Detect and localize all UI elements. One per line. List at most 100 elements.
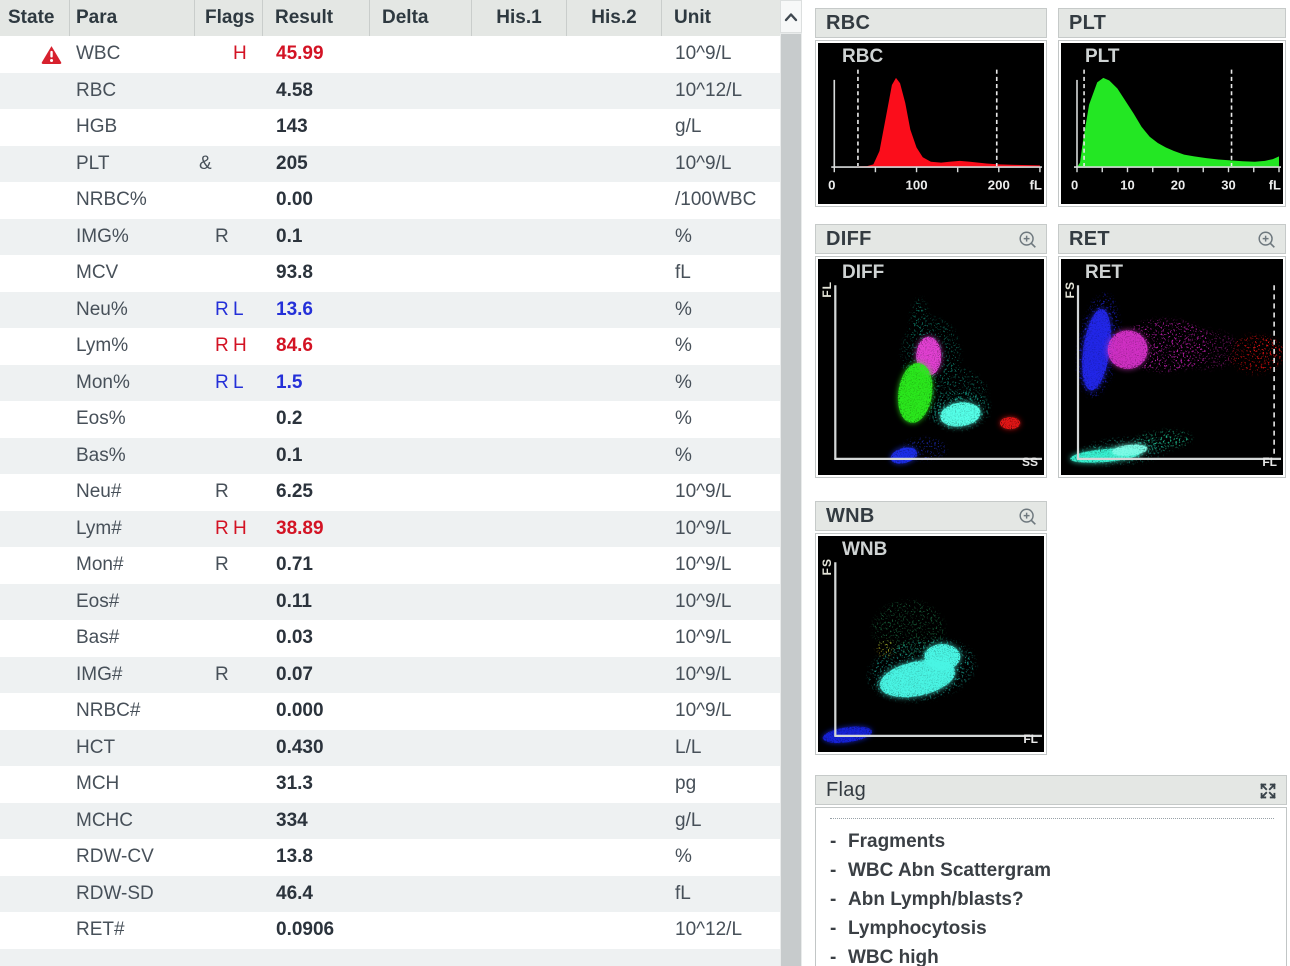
delta-cell [370,693,472,730]
flag-r: R [215,554,229,576]
table-row[interactable]: Neu% R L 13.6% [0,291,780,329]
table-row[interactable]: Lym# R H 38.89 10^9/L [0,510,780,548]
zoom-in-icon[interactable] [1017,506,1039,528]
delta-cell [370,474,472,511]
his1-cell [472,730,567,767]
flag-item-text: Abn Lymph/blasts? [848,889,1024,910]
unit-cell: 10^9/L [675,590,732,612]
state-cell [0,255,70,292]
his1-cell [472,146,567,183]
result-cell: 0.430 [276,736,324,758]
table-row[interactable]: Bas# 0.03 10^9/L [0,620,780,657]
unit-cell: L/L [675,736,702,758]
para-cell: RDW-CV [76,846,154,868]
flag-item-text: Fragments [848,831,946,852]
table-row[interactable]: IMG% R 0.1% [0,218,780,255]
table-row[interactable]: Eos# 0.11 10^9/L [0,583,780,621]
ret-panel: RET RET FS FL [1058,224,1286,478]
result-cell: 13.8 [276,846,313,868]
state-cell [0,328,70,365]
zoom-in-icon[interactable] [1256,229,1278,251]
delta-cell [370,365,472,402]
flags-cell [195,182,263,219]
his1-cell [472,693,567,730]
table-row[interactable]: Mon# R 0.71 10^9/L [0,547,780,584]
unit-cell: % [675,298,692,320]
table-row[interactable]: HGB 143 g/L [0,109,780,146]
col-header-para: Para [70,0,195,36]
table-row[interactable]: NRBC% 0.00/100WBC [0,182,780,219]
flag-panel: Flag - Fragments - WBC Abn Scattergram - Abn … [815,775,1287,966]
table-row[interactable]: RDW-CV 13.8% [0,839,780,876]
flag-r: R [215,663,229,685]
grid-body: WBC H 45.99 10^9/L RBC 4.58 10^12/L HGB 143 g/L PL… [0,36,780,966]
his1-cell [472,474,567,511]
his2-cell [567,730,662,767]
para-cell: Lym% [76,335,129,357]
para-cell: MCH [76,773,120,795]
diff-panel-title: DIFF [826,227,872,250]
plt-histogram: 0 10 20 30 fL PLT [1058,40,1286,207]
his2-cell [567,766,662,803]
state-cell [0,730,70,767]
his2-cell [567,693,662,730]
rbc-panel-header: RBC [815,8,1047,38]
his2-cell [567,36,662,73]
svg-text:fL: fL [1029,178,1041,193]
his1-cell [472,657,567,694]
table-row[interactable]: Neu# R 6.25 10^9/L [0,474,780,511]
table-row[interactable]: Lym% R H 84.6% [0,328,780,365]
zoom-in-icon[interactable] [1017,229,1039,251]
table-row[interactable]: MCV 93.8 fL [0,255,780,292]
unit-cell: 10^9/L [675,517,732,539]
table-row[interactable]: RET# 0.0906 10^12/L [0,912,780,949]
delta-cell [370,803,472,840]
unit-cell: 10^9/L [675,481,732,503]
table-row[interactable]: RBC 4.58 10^12/L [0,72,780,109]
his2-cell [567,547,662,584]
result-cell: 38.89 [276,517,324,539]
table-row[interactable]: Eos% 0.2% [0,401,780,438]
his1-cell [472,620,567,657]
table-row[interactable]: NRBC# 0.000 10^9/L [0,693,780,730]
diff-panel: DIFF DIFF FL SS [815,224,1047,478]
state-cell [0,474,70,511]
para-cell: NRBC% [76,189,147,211]
flags-cell [195,620,263,657]
table-row[interactable]: WBC H 45.99 10^9/L [0,36,780,73]
result-cell: 13.6 [276,298,313,320]
state-cell [0,912,70,949]
delta-cell [370,36,472,73]
scroll-up-button[interactable] [780,0,802,33]
his1-cell [472,511,567,548]
col-header-his1: His.1 [472,0,567,36]
result-cell: 6.25 [276,481,313,503]
table-row[interactable]: Bas% 0.1% [0,437,780,474]
state-cell [0,584,70,621]
delta-cell [370,730,472,767]
table-row[interactable]: PLT & 205 10^9/L [0,145,780,183]
flag-panel-title: Flag [826,778,867,801]
unit-cell: % [675,444,692,466]
flag-item-text: Lymphocytosis [848,918,987,939]
table-row[interactable]: Mon% R L 1.5% [0,364,780,402]
flag-item: - Fragments [830,827,1274,856]
expand-arrows-icon[interactable] [1257,780,1279,802]
grid-scrollbar[interactable] [780,0,802,966]
col-header-flags: Flags [195,0,263,36]
table-row[interactable]: HCT 0.430 L/L [0,729,780,767]
state-cell [0,511,70,548]
scroll-thumb[interactable] [781,34,801,966]
ret-x-axis-label: FL [1262,455,1277,469]
table-row[interactable]: MCHC 334 g/L [0,802,780,840]
col-header-delta: Delta [370,0,472,36]
table-row[interactable]: IMG# R 0.07 10^9/L [0,656,780,694]
table-row[interactable]: MCH 31.3 pg [0,766,780,803]
result-cell: 31.3 [276,773,313,795]
his2-cell [567,255,662,292]
table-row[interactable]: RDW-SD 46.4 fL [0,875,780,912]
delta-cell [370,182,472,219]
